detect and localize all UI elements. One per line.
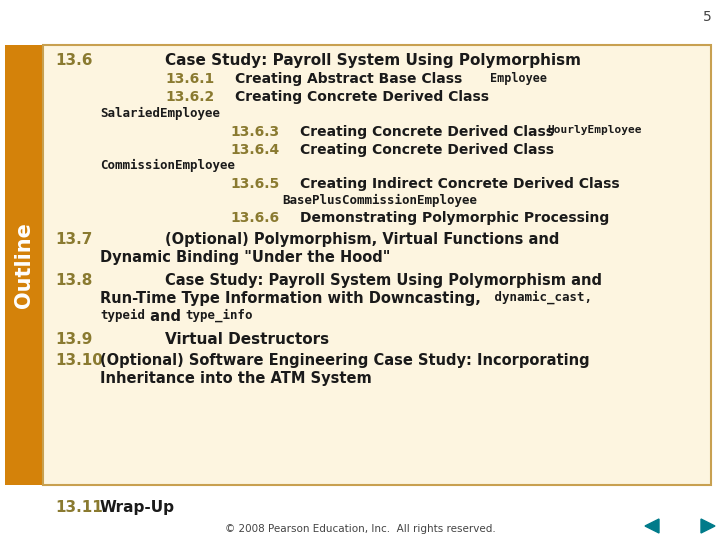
Text: 13.6.1: 13.6.1 [165, 72, 215, 86]
Text: 13.6.2: 13.6.2 [165, 90, 215, 104]
Text: CommissionEmployee: CommissionEmployee [100, 159, 235, 172]
Text: 5: 5 [703, 10, 712, 24]
Text: SalariedEmployee: SalariedEmployee [100, 107, 220, 120]
Text: Employee: Employee [490, 72, 547, 85]
Text: 13.7: 13.7 [55, 232, 92, 247]
Text: Wrap-Up: Wrap-Up [100, 500, 175, 515]
Text: Case Study: Payroll System Using Polymorphism: Case Study: Payroll System Using Polymor… [165, 53, 581, 68]
Text: and: and [145, 309, 186, 324]
Text: typeid: typeid [100, 309, 145, 322]
Text: © 2008 Pearson Education, Inc.  All rights reserved.: © 2008 Pearson Education, Inc. All right… [225, 524, 495, 534]
Text: 13.6: 13.6 [55, 53, 92, 68]
Text: 13.8: 13.8 [55, 273, 92, 288]
Text: (Optional) Polymorphism, Virtual Functions and: (Optional) Polymorphism, Virtual Functio… [165, 232, 559, 247]
Text: Creating Concrete Derived Class: Creating Concrete Derived Class [235, 90, 489, 104]
Text: Case Study: Payroll System Using Polymorphism and: Case Study: Payroll System Using Polymor… [165, 273, 602, 288]
Text: Outline: Outline [14, 222, 34, 308]
Text: 13.10: 13.10 [55, 353, 103, 368]
Text: Demonstrating Polymorphic Processing: Demonstrating Polymorphic Processing [300, 211, 609, 225]
Text: (Optional) Software Engineering Case Study: Incorporating: (Optional) Software Engineering Case Stu… [100, 353, 590, 368]
Text: 13.6.4: 13.6.4 [230, 143, 279, 157]
Text: 13.11: 13.11 [55, 500, 103, 515]
Text: Creating Abstract Base Class: Creating Abstract Base Class [235, 72, 467, 86]
Text: Inheritance into the ATM System: Inheritance into the ATM System [100, 371, 372, 386]
Text: Creating Concrete Derived Class: Creating Concrete Derived Class [300, 143, 554, 157]
FancyBboxPatch shape [43, 45, 711, 485]
Text: Virtual Destructors: Virtual Destructors [165, 332, 329, 347]
Text: Creating Concrete Derived Class: Creating Concrete Derived Class [300, 125, 559, 139]
Text: 13.6.5: 13.6.5 [230, 177, 279, 191]
Text: Creating Indirect Concrete Derived Class: Creating Indirect Concrete Derived Class [300, 177, 620, 191]
Polygon shape [701, 519, 715, 533]
Text: Dynamic Binding "Under the Hood": Dynamic Binding "Under the Hood" [100, 250, 390, 265]
Text: Run-Time Type Information with Downcasting,: Run-Time Type Information with Downcasti… [100, 291, 481, 306]
Text: HourlyEmployee: HourlyEmployee [547, 125, 642, 135]
Text: type_info: type_info [185, 309, 253, 322]
Text: 13.6.3: 13.6.3 [230, 125, 279, 139]
Text: dynamic_cast,: dynamic_cast, [487, 291, 592, 305]
Text: 13.6.6: 13.6.6 [230, 211, 279, 225]
Text: BasePlusCommissionEmployee: BasePlusCommissionEmployee [282, 194, 477, 207]
Text: 13.9: 13.9 [55, 332, 92, 347]
Bar [5, 45, 43, 485]
Polygon shape [645, 519, 659, 533]
